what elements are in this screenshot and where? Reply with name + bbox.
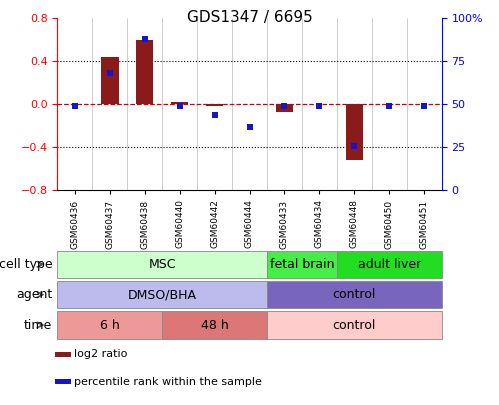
Bar bbox=[267, 281, 442, 308]
Bar bbox=[267, 251, 337, 278]
Bar bbox=[345, 104, 363, 160]
Text: agent: agent bbox=[16, 288, 52, 301]
Bar bbox=[275, 104, 293, 112]
Bar bbox=[136, 40, 154, 104]
Bar bbox=[162, 311, 267, 339]
Bar bbox=[55, 352, 71, 357]
Bar bbox=[101, 57, 119, 104]
Text: 6 h: 6 h bbox=[100, 318, 120, 332]
Text: control: control bbox=[333, 318, 376, 332]
Text: MSC: MSC bbox=[148, 258, 176, 271]
Text: percentile rank within the sample: percentile rank within the sample bbox=[74, 377, 262, 387]
Bar bbox=[57, 311, 162, 339]
Text: DMSO/BHA: DMSO/BHA bbox=[128, 288, 197, 301]
Bar bbox=[206, 104, 224, 107]
Bar bbox=[171, 102, 189, 104]
Text: time: time bbox=[24, 318, 52, 332]
Bar bbox=[267, 311, 442, 339]
Bar bbox=[57, 281, 267, 308]
Text: 48 h: 48 h bbox=[201, 318, 229, 332]
Text: GDS1347 / 6695: GDS1347 / 6695 bbox=[187, 10, 312, 25]
Text: fetal brain: fetal brain bbox=[269, 258, 334, 271]
Text: adult liver: adult liver bbox=[358, 258, 421, 271]
Bar bbox=[337, 251, 442, 278]
Bar bbox=[55, 379, 71, 384]
Bar bbox=[57, 251, 267, 278]
Text: log2 ratio: log2 ratio bbox=[74, 350, 127, 360]
Text: control: control bbox=[333, 288, 376, 301]
Text: cell type: cell type bbox=[0, 258, 52, 271]
